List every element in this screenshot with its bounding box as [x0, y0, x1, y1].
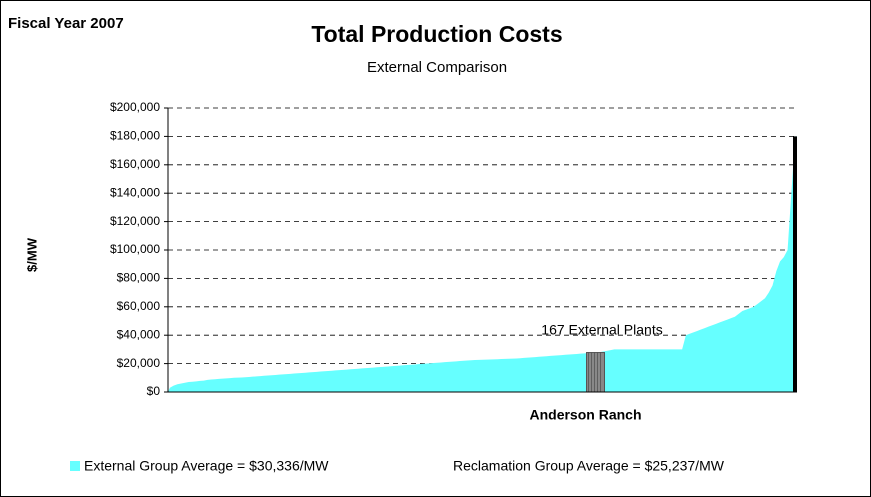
y-tick-label: $160,000: [110, 157, 160, 171]
highlight-bar: [585, 352, 605, 393]
annotation: 167 External Plants: [541, 322, 662, 338]
y-tick-label: $80,000: [117, 271, 161, 285]
y-tick-label: $200,000: [110, 100, 160, 114]
y-tick-label: $180,000: [110, 129, 160, 143]
y-tick-label: $100,000: [110, 242, 160, 256]
y-tick-label: $60,000: [117, 299, 161, 313]
y-tick-label: $20,000: [117, 356, 161, 370]
area: [168, 136, 797, 392]
x-axis-label: Anderson Ranch: [529, 407, 641, 423]
legend-swatch: [70, 461, 80, 471]
y-tick-label: $120,000: [110, 214, 160, 228]
chart-title: Total Production Costs: [311, 21, 562, 47]
legend-label: External Group Average = $30,336/MW: [84, 458, 329, 474]
y-tick-label: $40,000: [117, 327, 161, 341]
chart-subtitle: External Comparison: [367, 59, 507, 76]
corner-label: Fiscal Year 2007: [8, 15, 124, 32]
y-tick-label: $0: [147, 384, 161, 398]
legend-note: Reclamation Group Average = $25,237/MW: [453, 458, 725, 474]
y-tick-label: $140,000: [110, 185, 160, 199]
y-axis-label: $/MW: [24, 237, 39, 272]
